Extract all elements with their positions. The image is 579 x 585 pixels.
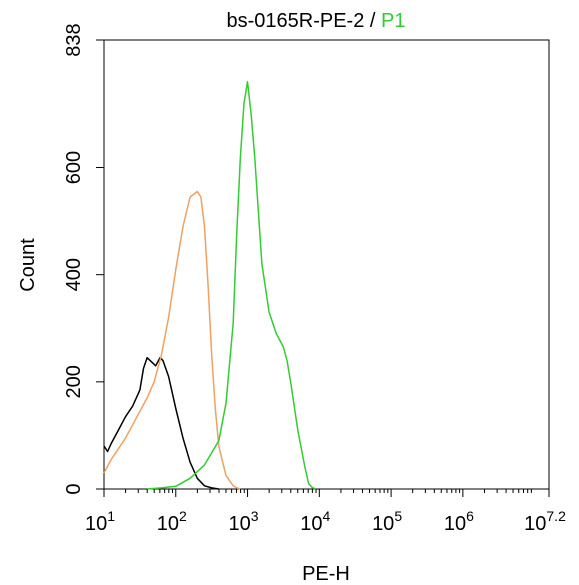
y-axis-ticks: 0 200 400 600 838 xyxy=(63,23,104,495)
x-tick-label: 105 xyxy=(372,508,402,535)
x-tick-label: 106 xyxy=(444,508,474,535)
title-prefix: bs-0165R-PE-2 xyxy=(227,10,365,32)
y-tick-label: 200 xyxy=(63,365,85,398)
y-tick-label: 0 xyxy=(63,483,85,494)
x-axis-label: PE-H xyxy=(302,563,350,585)
y-tick-label: 400 xyxy=(63,258,85,291)
y-tick-label: 838 xyxy=(63,23,85,56)
x-tick-label: 102 xyxy=(157,508,187,535)
plot-frame xyxy=(103,39,550,490)
x-tick-label: 101 xyxy=(85,508,115,535)
x-tick-label: 103 xyxy=(229,508,259,535)
title-gate: P1 xyxy=(381,10,405,32)
y-tick-label: 600 xyxy=(63,151,85,184)
x-tick-label: 104 xyxy=(300,508,330,535)
chart-title: bs-0165R-PE-2 / P1 xyxy=(227,10,406,32)
title-separator: / xyxy=(364,10,381,32)
x-axis-ticks: 101 102 103 104 105 106 107.2 xyxy=(85,489,566,535)
y-axis-label: Count xyxy=(17,238,39,292)
histogram-series-2 xyxy=(103,190,241,490)
histogram-series-3 xyxy=(147,81,317,490)
x-tick-label: 107.2 xyxy=(524,508,566,535)
series-layer xyxy=(103,81,317,490)
histogram-series-1 xyxy=(103,356,219,490)
